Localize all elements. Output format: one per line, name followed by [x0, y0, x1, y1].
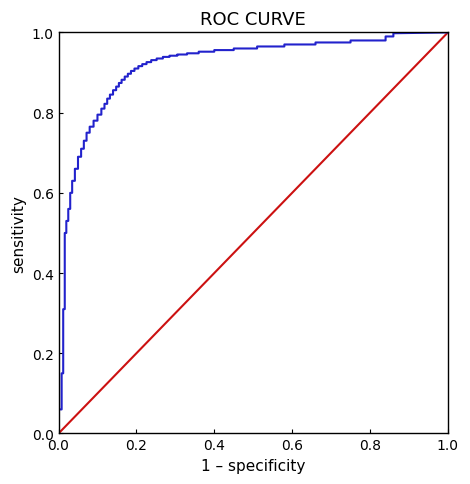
Title: ROC CURVE: ROC CURVE: [200, 11, 306, 29]
Y-axis label: sensitivity: sensitivity: [11, 195, 26, 272]
X-axis label: 1 – specificity: 1 – specificity: [201, 458, 306, 473]
